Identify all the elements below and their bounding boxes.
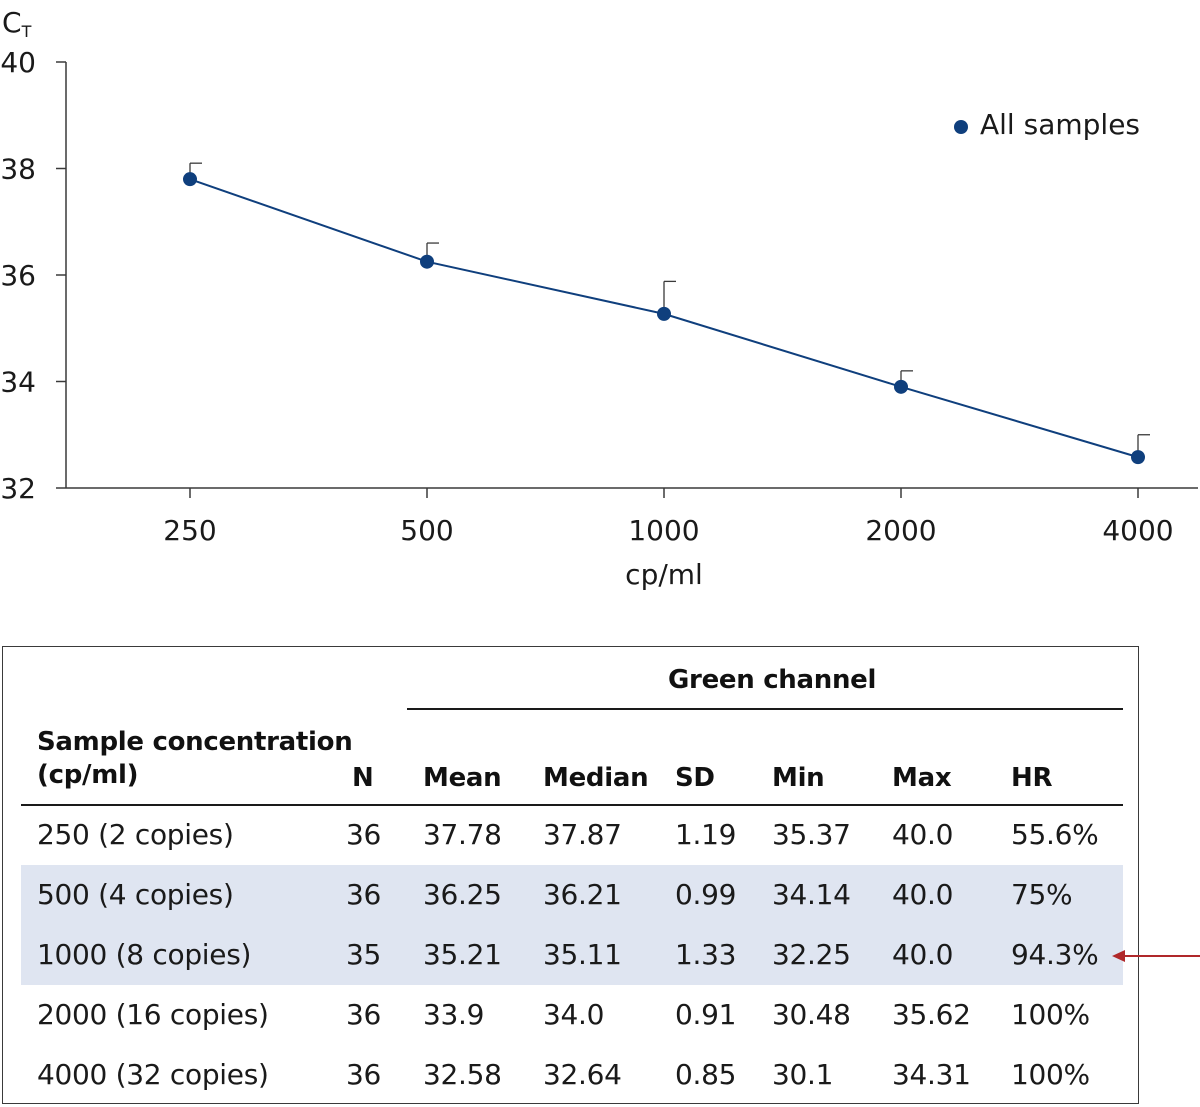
header-min: Min — [772, 763, 825, 793]
header-sd: SD — [675, 763, 715, 793]
cell-min: 35.37 — [772, 818, 851, 851]
cell-concentration: 1000 (8 copies) — [37, 938, 252, 971]
y-tick-label: 32 — [0, 472, 36, 505]
header-mean: Mean — [423, 763, 502, 793]
x-tick-label: 4000 — [1102, 514, 1173, 547]
y-tick-label: 34 — [0, 366, 36, 399]
data-point — [183, 172, 197, 187]
header-hr: HR — [1011, 763, 1053, 793]
cell-concentration: 500 (4 copies) — [37, 878, 234, 911]
y-tick-label: 36 — [0, 259, 36, 292]
header-sample-concentration: Sample concentration — [37, 727, 353, 757]
cell-min: 30.1 — [772, 1058, 834, 1091]
y-tick-label: 38 — [0, 153, 36, 186]
header-n: N — [352, 763, 374, 793]
legend-marker — [954, 120, 968, 134]
header-sample-concentration-unit: (cp/ml) — [37, 760, 139, 790]
cell-hr: 94.3% — [1011, 938, 1099, 971]
y-axis-title-sub: T — [21, 22, 32, 41]
cell-max: 40.0 — [892, 818, 954, 851]
x-tick-label: 500 — [400, 514, 453, 547]
series-layer — [183, 162, 1150, 465]
cell-max: 40.0 — [892, 878, 954, 911]
y-axis-title: CT — [2, 6, 32, 41]
cell-max: 40.0 — [892, 938, 954, 971]
cell-concentration: 4000 (32 copies) — [37, 1058, 269, 1091]
x-tick-label: 250 — [163, 514, 216, 547]
cell-max: 34.31 — [892, 1058, 971, 1091]
statistics-table: Green channel Sample concentration (cp/m… — [2, 646, 1139, 1104]
cell-median: 37.87 — [543, 818, 622, 851]
y-tick-label: 40 — [0, 46, 36, 79]
cell-mean: 33.9 — [423, 998, 485, 1031]
cell-concentration: 250 (2 copies) — [37, 818, 234, 851]
cell-hr: 55.6% — [1011, 818, 1099, 851]
cell-max: 35.62 — [892, 998, 971, 1031]
cell-n: 36 — [346, 1058, 382, 1091]
header-rule — [21, 804, 1123, 806]
legend: All samples — [954, 108, 1140, 141]
x-tick-label: 1000 — [628, 514, 699, 547]
table-row: 4000 (32 copies) 36 32.58 32.64 0.85 30.… — [21, 1045, 1123, 1105]
cell-n: 35 — [346, 938, 382, 971]
cell-sd: 0.85 — [675, 1058, 737, 1091]
x-tick-label: 2000 — [865, 514, 936, 547]
table-row: 250 (2 copies) 36 37.78 37.87 1.19 35.37… — [21, 805, 1123, 865]
cell-n: 36 — [346, 818, 382, 851]
table-row: 500 (4 copies) 36 36.25 36.21 0.99 34.14… — [21, 865, 1123, 925]
data-point — [894, 379, 908, 394]
header-max: Max — [892, 763, 952, 793]
cell-n: 36 — [346, 998, 382, 1031]
data-point — [657, 306, 671, 321]
data-point — [420, 254, 434, 269]
cell-hr: 75% — [1011, 878, 1073, 911]
cell-sd: 0.99 — [675, 878, 737, 911]
cell-mean: 36.25 — [423, 878, 502, 911]
group-header-green-channel: Green channel — [668, 665, 877, 695]
cell-min: 30.48 — [772, 998, 851, 1031]
cell-hr: 100% — [1011, 998, 1090, 1031]
cell-median: 32.64 — [543, 1058, 622, 1091]
cell-sd: 1.19 — [675, 818, 737, 851]
data-point — [1131, 450, 1145, 465]
y-axis-title-main: C — [2, 6, 22, 39]
cell-mean: 37.78 — [423, 818, 502, 851]
cell-n: 36 — [346, 878, 382, 911]
highlight-arrow-icon — [1112, 950, 1200, 962]
cell-sd: 0.91 — [675, 998, 737, 1031]
cell-hr: 100% — [1011, 1058, 1090, 1091]
x-axis-title: cp/ml — [625, 558, 703, 591]
header-median: Median — [543, 763, 649, 793]
y-axis: 32 34 36 38 40 — [0, 46, 67, 505]
x-axis: 250 500 1000 2000 4000 — [66, 487, 1198, 547]
cell-min: 34.14 — [772, 878, 851, 911]
cell-median: 36.21 — [543, 878, 622, 911]
cell-min: 32.25 — [772, 938, 851, 971]
cell-sd: 1.33 — [675, 938, 737, 971]
table-row: 2000 (16 copies) 36 33.9 34.0 0.91 30.48… — [21, 985, 1123, 1045]
line-chart: 32 34 36 38 40 250 500 1000 2000 4000 CT cp/ml A… — [0, 6, 1198, 591]
cell-concentration: 2000 (16 copies) — [37, 998, 269, 1031]
cell-mean: 35.21 — [423, 938, 502, 971]
cell-median: 35.11 — [543, 938, 622, 971]
group-header-rule — [407, 708, 1123, 710]
table-row-highlighted: 1000 (8 copies) 35 35.21 35.11 1.33 32.2… — [21, 925, 1123, 985]
cell-mean: 32.58 — [423, 1058, 502, 1091]
legend-label: All samples — [980, 108, 1140, 141]
cell-median: 34.0 — [543, 998, 605, 1031]
